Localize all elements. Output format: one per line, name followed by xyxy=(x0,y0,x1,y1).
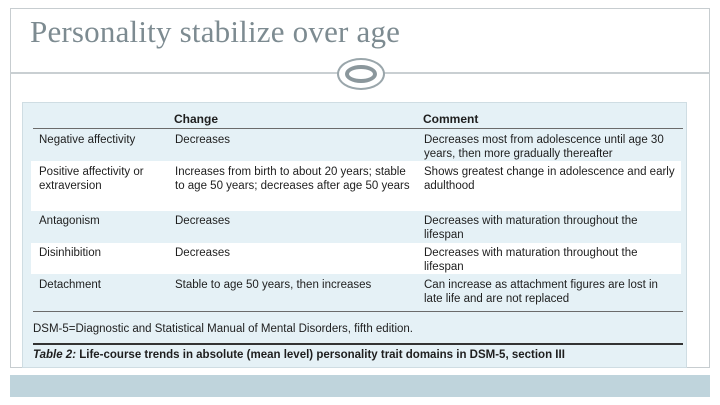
row-domain: Detachment xyxy=(39,279,102,291)
row-domain: Negative affectivity xyxy=(39,134,136,146)
row-change: Decreases xyxy=(175,134,230,146)
table-row: Detachment Stable to age 50 years, then … xyxy=(31,275,681,309)
row-change: Stable to age 50 years, then increases xyxy=(175,279,372,291)
footer-band xyxy=(10,375,710,397)
table-row: Negative affectivity Decreases Decreases… xyxy=(31,130,681,160)
table-row: Positive affectivity or extraversion Inc… xyxy=(31,161,681,211)
title-divider-left xyxy=(10,72,340,74)
table-row: Disinhibition Decreases Decreases with m… xyxy=(31,243,681,274)
title-ornament xyxy=(337,58,385,90)
title-divider-right xyxy=(384,72,710,74)
row-comment: Decreases with maturation throughout the… xyxy=(424,247,638,273)
row-comment: Can increase as attachment figures are l… xyxy=(424,279,658,305)
row-domain: Antagonism xyxy=(39,215,100,227)
header-comment: Comment xyxy=(423,112,479,126)
trait-table: Change Comment Negative affectivity Decr… xyxy=(22,102,687,368)
row-comment: Decreases with maturation throughout the… xyxy=(424,215,638,241)
header-rule xyxy=(33,128,683,129)
row-domain: Positive affectivity or extraversion xyxy=(39,166,144,192)
caption-rule xyxy=(33,343,683,345)
table-footnote: DSM-5=Diagnostic and Statistical Manual … xyxy=(33,323,413,335)
row-comment: Decreases most from adolescence until ag… xyxy=(424,134,664,160)
header-change: Change xyxy=(174,112,219,126)
row-comment: Shows greatest change in adolescence and… xyxy=(424,166,675,192)
table-bottom-rule xyxy=(33,311,683,312)
slide-title: Personality stabilize over age xyxy=(30,14,401,49)
row-change: Increases from birth to about 20 years; … xyxy=(175,166,410,192)
table-row: Antagonism Decreases Decreases with matu… xyxy=(31,212,681,242)
caption-text: Life-course trends in absolute (mean lev… xyxy=(76,349,565,361)
row-change: Decreases xyxy=(175,215,230,227)
table-caption: Table 2: Life-course trends in absolute … xyxy=(33,349,565,361)
caption-label: Table 2: xyxy=(33,349,77,361)
row-domain: Disinhibition xyxy=(39,247,102,259)
row-change: Decreases xyxy=(175,247,230,259)
